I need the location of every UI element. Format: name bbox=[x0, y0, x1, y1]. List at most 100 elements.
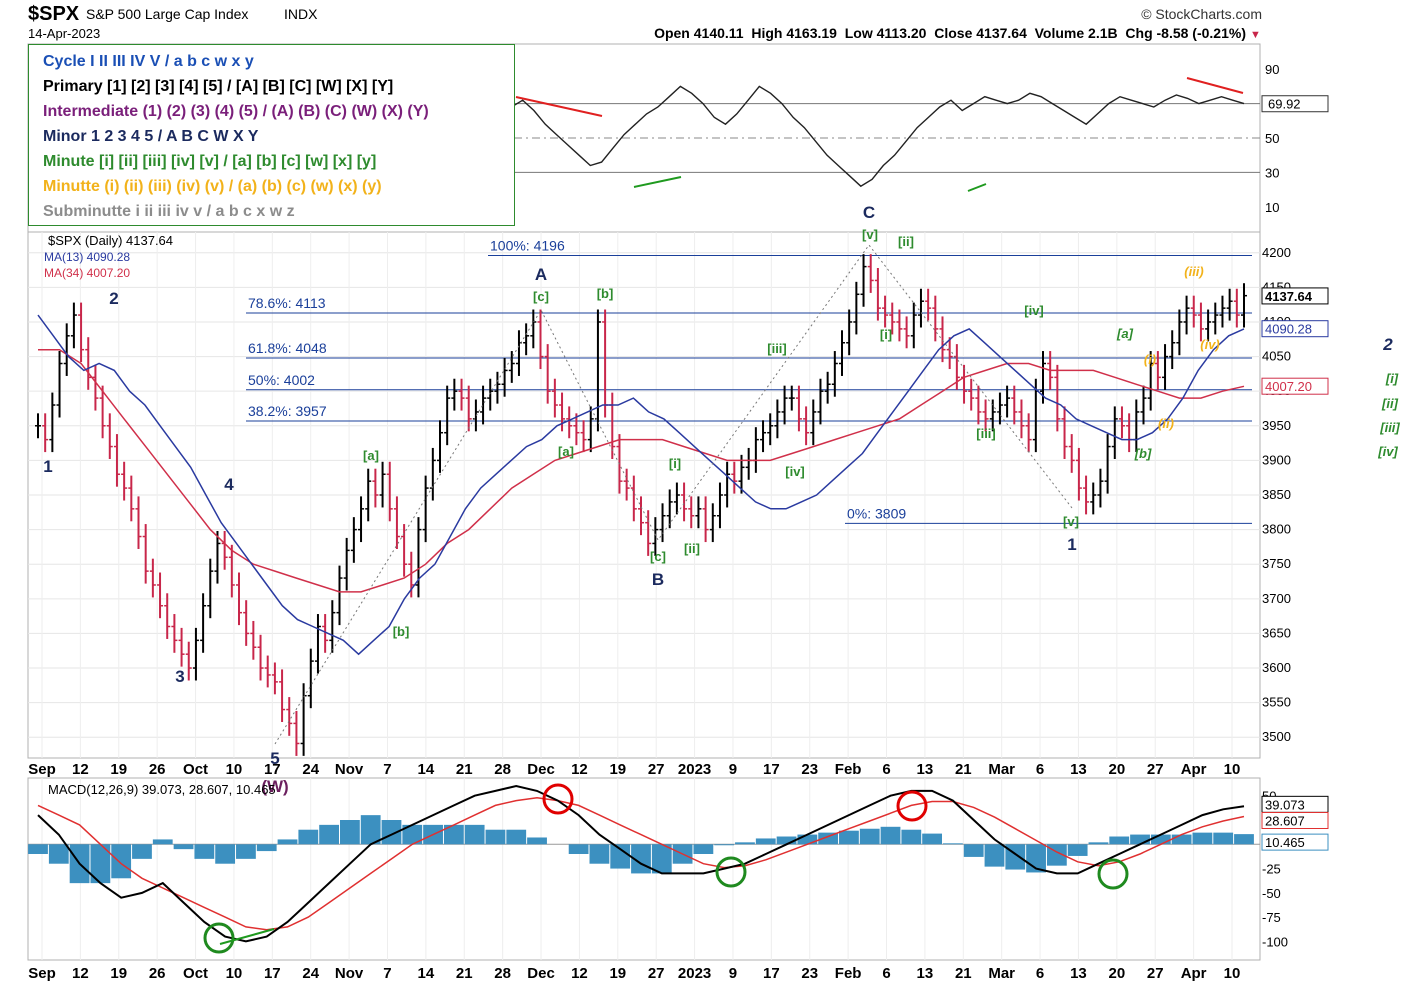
fib-level-label: 0%: 3809 bbox=[847, 505, 906, 521]
x-axis-label: 20 bbox=[1108, 761, 1125, 778]
wave-label: [i] bbox=[669, 456, 681, 471]
x-axis-label-bottom: Oct bbox=[183, 965, 208, 982]
macd-histogram-bar bbox=[735, 842, 755, 845]
wave-label: B bbox=[652, 570, 664, 589]
x-axis-label-bottom: 21 bbox=[955, 965, 972, 982]
rsi-divergence-line bbox=[1186, 77, 1244, 94]
x-axis-label-bottom: 21 bbox=[456, 965, 473, 982]
x-axis-label-bottom: 7 bbox=[383, 965, 391, 982]
macd-histogram-bar bbox=[506, 829, 527, 845]
macd-histogram-bar bbox=[568, 844, 589, 854]
price-tick-label: 3600 bbox=[1262, 660, 1291, 675]
x-axis-label: Nov bbox=[335, 761, 364, 778]
x-axis-label-bottom: 12 bbox=[571, 965, 588, 982]
macd-line bbox=[37, 784, 1245, 943]
wave-label: (iv) bbox=[1200, 337, 1220, 352]
macd-histogram-bar bbox=[152, 839, 173, 845]
x-axis-label: Feb bbox=[835, 761, 862, 778]
x-axis-label-bottom: 14 bbox=[418, 965, 435, 982]
price-tick-label: 4200 bbox=[1262, 245, 1291, 260]
fib-level-label: 61.8%: 4048 bbox=[248, 340, 327, 356]
macd-histogram-bar bbox=[319, 824, 339, 845]
wave-label: [iv] bbox=[1024, 303, 1044, 318]
wave-label: 4 bbox=[224, 475, 234, 494]
x-axis-label: Mar bbox=[988, 761, 1015, 778]
ma34-line bbox=[38, 348, 1245, 593]
x-axis-label-bottom: 27 bbox=[648, 965, 665, 982]
legend-list: Cycle I II III IV V / a b c w x y Primary… bbox=[29, 45, 514, 224]
macd-histogram-bar bbox=[194, 844, 215, 859]
axis-layer: 4200415041004050400039503900385038003750… bbox=[28, 62, 1329, 982]
x-axis-label: 21 bbox=[955, 761, 972, 778]
bullish-crossover-circle bbox=[715, 856, 747, 888]
macd-histogram-bar bbox=[402, 824, 423, 845]
macd-histogram-bar bbox=[1130, 834, 1150, 845]
wave-label: 5 bbox=[270, 749, 279, 768]
wave-label: [ii] bbox=[1381, 396, 1399, 411]
wave-label: (W) bbox=[261, 777, 288, 796]
x-axis-label: 23 bbox=[801, 761, 818, 778]
x-axis-label-bottom: 17 bbox=[763, 965, 780, 982]
macd-histogram-bar bbox=[880, 826, 901, 845]
macd-histogram-bar bbox=[1088, 842, 1109, 845]
macd-tick-label: -100 bbox=[1262, 934, 1288, 949]
price-bars-layer bbox=[35, 254, 1247, 756]
wave-label: (ii) bbox=[1158, 416, 1174, 431]
fib-level-label: 50%: 4002 bbox=[248, 372, 315, 388]
exchange-code: INDX bbox=[284, 6, 318, 22]
x-axis-label: 9 bbox=[729, 761, 737, 778]
wave-label: [c] bbox=[650, 549, 666, 564]
price-tick-label: 3500 bbox=[1262, 729, 1291, 744]
wave-label: (i) bbox=[1144, 352, 1156, 367]
x-axis-label: 12 bbox=[72, 761, 89, 778]
wave-label: [ii] bbox=[684, 541, 700, 556]
legend-degree-1: Primary [1] [2] [3] [4] [5] / [A] [B] [C… bbox=[43, 78, 394, 95]
x-axis-label: 19 bbox=[110, 761, 127, 778]
x-axis-label: Apr bbox=[1181, 761, 1207, 778]
macd-histogram-bar bbox=[1234, 834, 1254, 845]
x-axis-label: Dec bbox=[527, 761, 555, 778]
x-axis-label-bottom: 23 bbox=[801, 965, 818, 982]
x-axis-label-bottom: 10 bbox=[1224, 965, 1241, 982]
macd-histogram-bar bbox=[464, 824, 485, 845]
wave-label: A bbox=[535, 265, 547, 284]
symbol-title: $SPX bbox=[28, 3, 80, 25]
macd-last-label: 28.607 bbox=[1265, 813, 1305, 828]
x-axis-label: 6 bbox=[1036, 761, 1044, 778]
macd-histogram-bar bbox=[1192, 832, 1213, 845]
x-axis-label: 13 bbox=[917, 761, 934, 778]
wave-connector-line bbox=[274, 244, 1073, 745]
macd-panel-title: MACD(12,26,9) 39.073, 28.607, 10.465 bbox=[48, 782, 276, 797]
rsi-divergence-line bbox=[967, 183, 987, 192]
x-axis-label-bottom: 12 bbox=[72, 965, 89, 982]
x-axis-label: 12 bbox=[571, 761, 588, 778]
x-axis-label-bottom: Nov bbox=[335, 965, 364, 982]
macd-histogram-bar bbox=[922, 833, 942, 845]
wave-label: [iv] bbox=[1377, 444, 1398, 459]
macd-histogram-bar bbox=[215, 844, 236, 864]
x-axis-label: 24 bbox=[302, 761, 319, 778]
x-axis-label-bottom: 6 bbox=[882, 965, 890, 982]
price-tick-label: 3550 bbox=[1262, 695, 1291, 710]
price-tick-label: 3900 bbox=[1262, 452, 1291, 467]
macd-histogram-bar bbox=[277, 839, 298, 845]
macd-histogram-bar bbox=[818, 832, 839, 845]
x-axis-label: 7 bbox=[383, 761, 391, 778]
macd-histogram-bar bbox=[963, 844, 984, 857]
macd-histogram-bar bbox=[527, 837, 547, 845]
x-axis-label-bottom: 20 bbox=[1108, 965, 1125, 982]
x-axis-label: 17 bbox=[763, 761, 780, 778]
macd-last-box bbox=[1261, 811, 1329, 829]
quote-summary: Open 4140.11 High 4163.19 Low 4113.20 Cl… bbox=[654, 25, 1246, 41]
grid-layer bbox=[28, 232, 1260, 960]
macd-histogram-bar bbox=[111, 844, 132, 879]
price-last-box bbox=[1261, 320, 1329, 338]
macd-signal-line bbox=[37, 796, 1245, 931]
x-axis-label: 6 bbox=[882, 761, 890, 778]
rsi-tick-label: 50 bbox=[1265, 131, 1279, 146]
price-panel-title: $SPX (Daily) 4137.64 bbox=[48, 233, 173, 248]
macd-histogram-bar bbox=[1150, 834, 1171, 845]
macd-tick-label: -75 bbox=[1262, 910, 1281, 925]
macd-histogram-bar bbox=[443, 824, 464, 845]
wave-label: [v] bbox=[1063, 514, 1079, 529]
